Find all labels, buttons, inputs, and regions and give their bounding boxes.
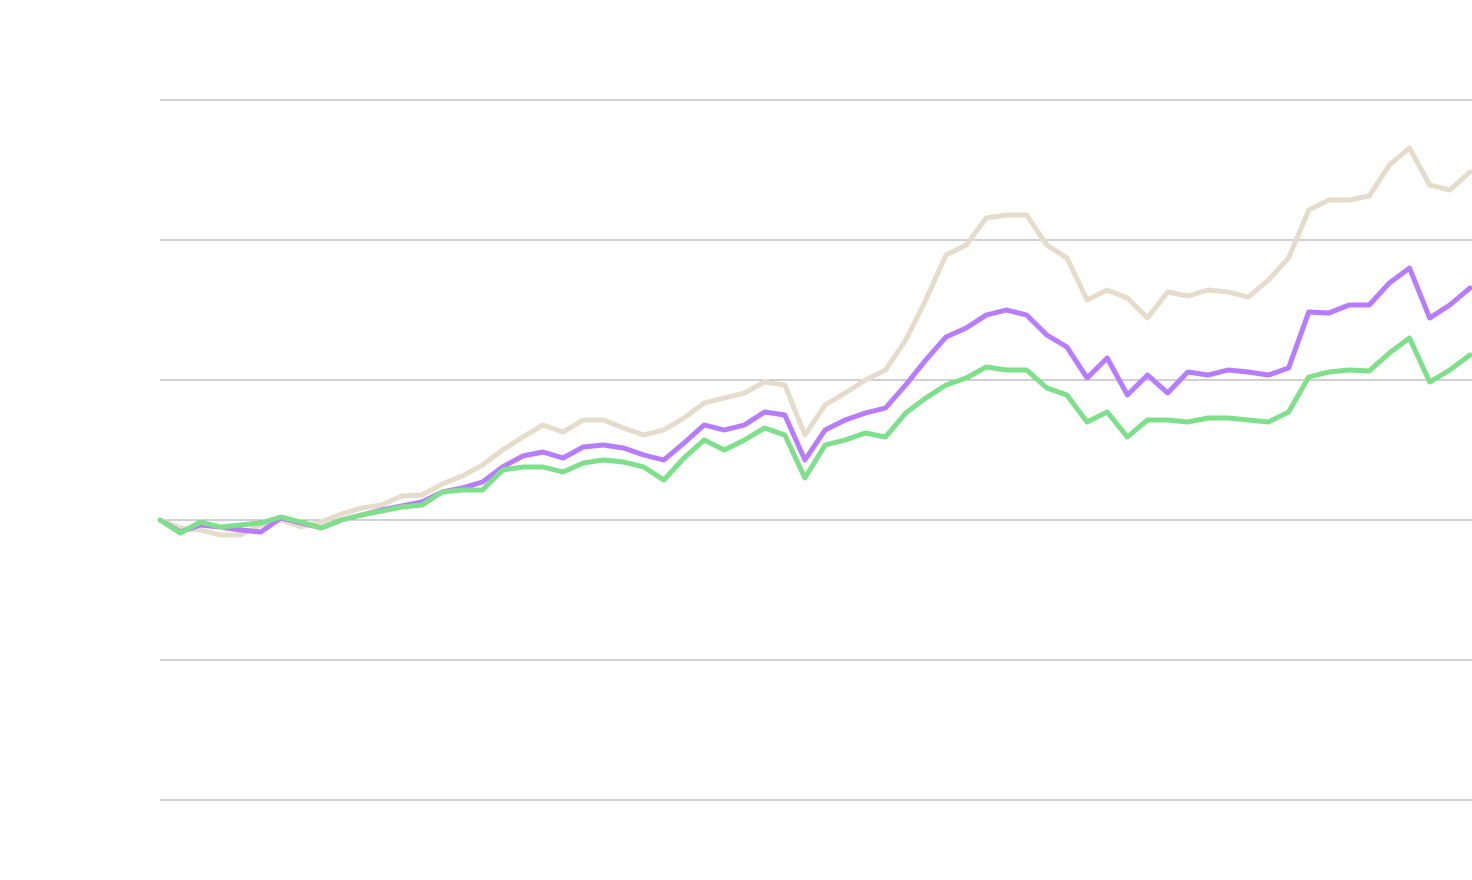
series-line bbox=[157, 145, 1472, 538]
series-line bbox=[157, 335, 1472, 536]
series-line bbox=[157, 265, 1472, 535]
